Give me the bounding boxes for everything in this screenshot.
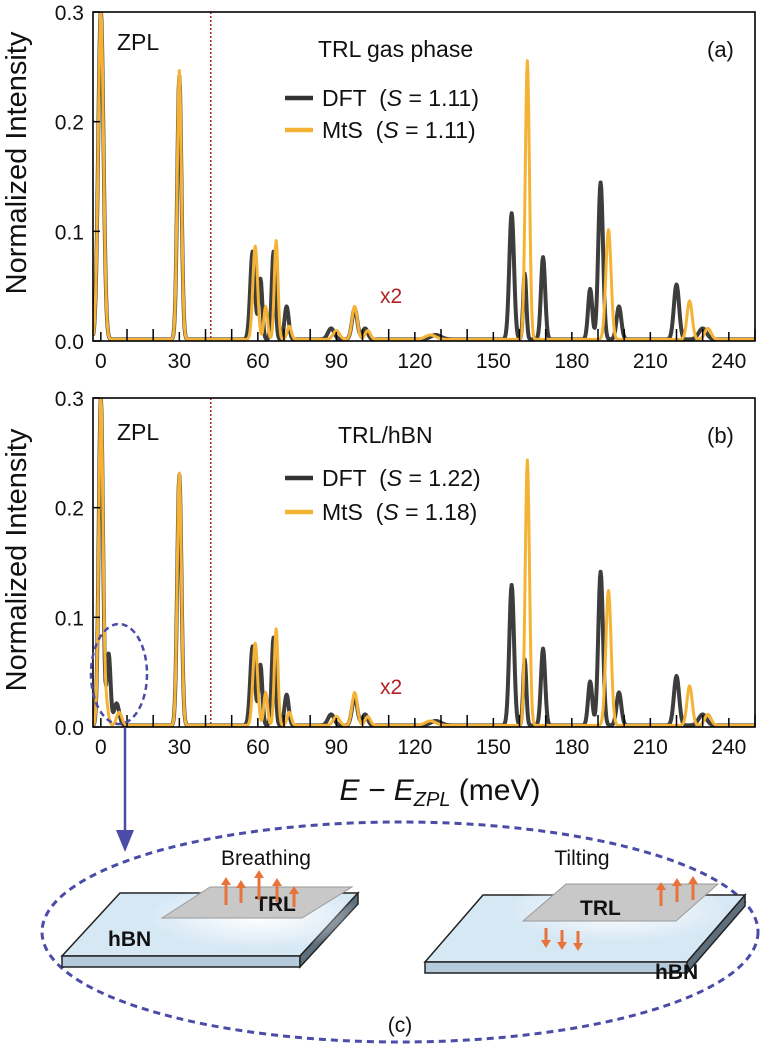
left-mode-label: Breathing <box>221 847 311 870</box>
highlight-ellipse <box>89 622 149 726</box>
panel-label-b: (b) <box>707 423 734 448</box>
panel-label-a: (a) <box>707 37 734 62</box>
tilting-up-arrow-2-head <box>688 876 698 884</box>
title-a: TRL gas phase <box>318 36 473 62</box>
left-slab: hBN TRL Breathing <box>60 847 368 969</box>
plot-a: 0 30 60 90 120 150 180 210 240 0.0 0.1 0.2 0.3 <box>55 2 756 373</box>
panel-a: Normalized Intensity 0 30 60 90 120 150 180 210… <box>1 2 756 373</box>
scale-note-b: x2 <box>380 676 402 699</box>
x-tick-label-b: 60 <box>246 736 269 759</box>
y-tick-label-a: 0.3 <box>55 2 84 25</box>
y-tick-label-a: 0.1 <box>55 221 84 244</box>
right-mode-label: Tilting <box>554 847 609 870</box>
left-molecule-label: TRL <box>255 893 296 916</box>
left-substrate-label: hBN <box>108 928 151 951</box>
x-tick-label-b: 30 <box>168 736 191 759</box>
breathing-arrow-3-head <box>272 878 282 886</box>
y-tick-label-b: 0.3 <box>55 388 84 411</box>
x-tick-label-a: 240 <box>711 350 746 373</box>
y-tick-label-a: 0.2 <box>55 112 84 135</box>
y-tick-label-b: 0.2 <box>55 498 84 521</box>
tilting-down-arrow-2-head <box>573 943 583 951</box>
ylabel-b: Normalized Intensity <box>1 428 33 691</box>
panel-c-schematic: hBN TRL Breathing hBN TRL Tilting (c) <box>40 820 760 1044</box>
plot-frame-b <box>92 397 756 728</box>
tilting-up-arrow-0-head <box>656 882 666 890</box>
left-molecule <box>160 886 354 919</box>
y-tick-label-b: 0.1 <box>55 607 84 630</box>
breathing-arrow-2-head <box>254 870 264 878</box>
tilting-down-arrow-1-head <box>557 942 567 950</box>
tilting-down-arrow-0-head <box>541 940 551 948</box>
x-tick-label-b: 240 <box>711 736 746 759</box>
right-slab-side <box>686 892 746 976</box>
x-tick-label-b: 180 <box>554 736 589 759</box>
right-molecule <box>521 883 720 922</box>
x-tick-label-a: 180 <box>554 350 589 373</box>
legend-label-dft-a: DFT (S = 1.11) <box>322 85 479 111</box>
legend-label-mts-a: MtS (S = 1.11) <box>322 117 476 143</box>
xlabel: E − EZPL (meV) <box>340 774 541 811</box>
panel-b: Normalized Intensity 0 30 60 90 120 150 180 210… <box>1 388 756 852</box>
y-tick-label-a: 0.0 <box>55 331 84 354</box>
plot-frame-a <box>92 11 756 342</box>
y-tick-label-b: 0.0 <box>55 717 84 740</box>
breathing-arrow-0-head <box>221 877 231 885</box>
legend-label-mts-b: MtS (S = 1.18) <box>322 499 477 525</box>
scale-note-a: x2 <box>380 285 402 308</box>
zpl-label-a: ZPL <box>117 29 159 55</box>
plot-b: 0 30 60 90 120 150 180 210 240 0.0 0.1 0.2 0.3 <box>55 388 756 759</box>
x-tick-label-a: 120 <box>397 350 432 373</box>
series-line-mts-b <box>93 398 755 727</box>
right-slab-front <box>424 961 688 974</box>
x-tick-label-a: 60 <box>246 350 269 373</box>
x-tick-label-b: 210 <box>633 736 668 759</box>
series-line-mts-a <box>93 12 755 341</box>
x-tick-label-a: 90 <box>325 350 348 373</box>
x-tick-label-a: 0 <box>95 350 107 373</box>
left-slab-front <box>61 955 301 968</box>
x-tick-label-a: 30 <box>168 350 191 373</box>
x-tick-label-a: 150 <box>476 350 511 373</box>
right-substrate-label: hBN <box>655 961 698 984</box>
x-tick-label-b: 0 <box>95 736 107 759</box>
breathing-arrow-1-head <box>236 880 246 888</box>
tilting-up-arrow-1-head <box>672 878 682 886</box>
tilting-arrows <box>541 876 698 951</box>
title-b: TRL/hBN <box>338 422 433 448</box>
ylabel-a: Normalized Intensity <box>1 31 33 294</box>
schematic-ellipse <box>40 820 760 1044</box>
pointer-arrow-head <box>116 830 134 852</box>
zpl-label-b: ZPL <box>117 419 159 445</box>
x-tick-label-b: 90 <box>325 736 348 759</box>
x-tick-label-a: 210 <box>633 350 668 373</box>
x-tick-label-b: 150 <box>476 736 511 759</box>
breathing-arrow-4-head <box>289 886 299 894</box>
legend-label-dft-b: DFT (S = 1.22) <box>322 465 481 491</box>
breathing-arrows <box>221 870 299 907</box>
x-tick-label-b: 120 <box>397 736 432 759</box>
right-molecule-label: TRL <box>580 897 621 920</box>
right-slab: hBN TRL Tilting <box>423 847 747 984</box>
panel-label-c: (c) <box>388 1014 413 1037</box>
